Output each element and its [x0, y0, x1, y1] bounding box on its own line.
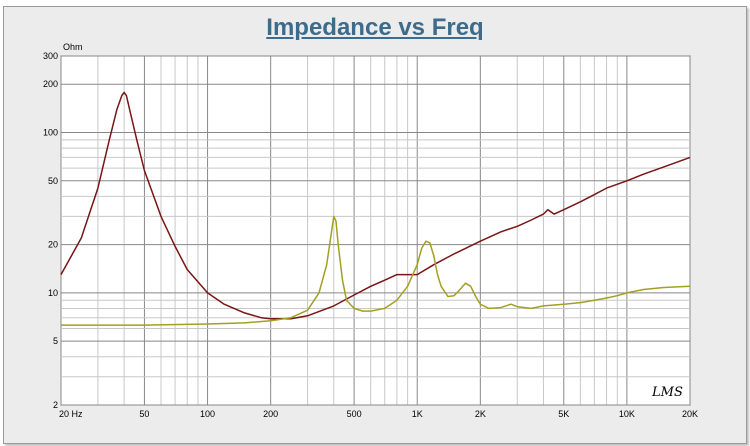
grid-lines [60, 55, 691, 406]
y-tick-label: 20 [48, 240, 58, 250]
chart-title: Impedance vs Freq [266, 14, 484, 41]
series-line-1 [60, 91, 691, 320]
series-layer [60, 91, 691, 326]
y-tick-label: 10 [48, 288, 58, 298]
x-tick-label: 200 [263, 409, 278, 419]
y-tick-label: 2 [53, 400, 58, 410]
y-tick-label: 5 [53, 336, 58, 346]
y-tick-label: 200 [43, 79, 58, 89]
x-tick-label: 1K [412, 409, 423, 419]
x-axis-ticks: 20 Hz 50 100 200 500 1K 2K 5K 10K 20K [59, 409, 698, 419]
y-axis-label: Ohm [63, 42, 83, 52]
y-tick-label: 300 [43, 51, 58, 61]
y-tick-label: 50 [48, 176, 58, 186]
series-line-2 [61, 215, 691, 326]
y-tick-label: 100 [43, 128, 58, 138]
x-tick-label: 50 [139, 409, 149, 419]
x-tick-label: 20K [682, 409, 698, 419]
x-tick-label: 20 Hz [59, 409, 83, 419]
lms-annotation: LMS [651, 385, 683, 400]
plot-area [60, 55, 691, 406]
x-tick-label: 10K [619, 409, 635, 419]
x-tick-label: 500 [347, 409, 362, 419]
x-tick-label: 5K [558, 409, 569, 419]
x-tick-label: 2K [475, 409, 486, 419]
y-axis-ticks: 2 5 10 20 50 100 200 300 [43, 51, 58, 410]
x-tick-label: 100 [200, 409, 215, 419]
